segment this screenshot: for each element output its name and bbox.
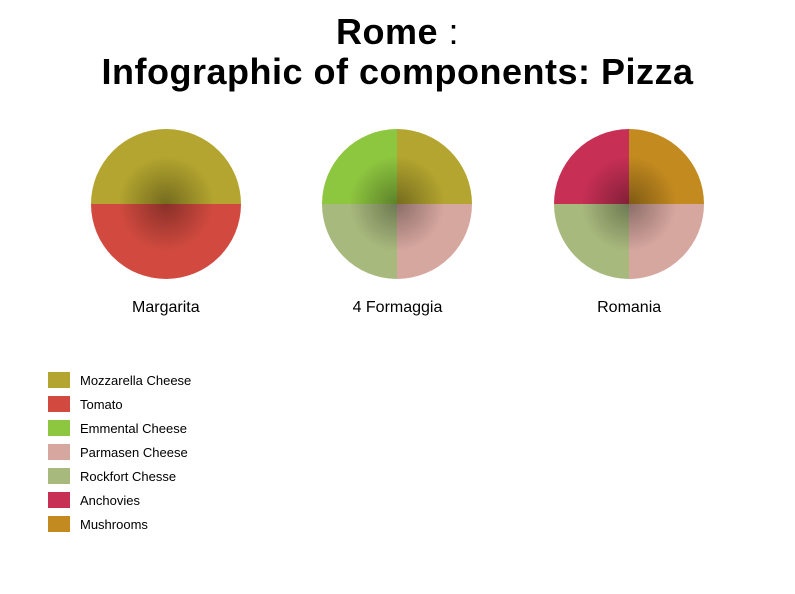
legend-swatch [48, 420, 70, 436]
legend-row-rockfort: Rockfort Chesse [48, 464, 191, 488]
pie-chart [554, 129, 704, 279]
pie-label: 4 Formaggia [353, 299, 443, 317]
pie-slice-rockfort [554, 204, 629, 279]
page-title: Rome : Infographic of components: Pizza [0, 0, 795, 91]
legend-swatch [48, 396, 70, 412]
pie-slice-parmesan [397, 204, 472, 279]
legend-swatch [48, 372, 70, 388]
pie-chart [91, 129, 241, 279]
legend-swatch [48, 516, 70, 532]
pie-slice-mozzarella [91, 129, 241, 204]
legend-row-parmesan: Parmasen Cheese [48, 440, 191, 464]
title-colon: : [438, 11, 459, 52]
pie-chart [322, 129, 472, 279]
legend-swatch [48, 492, 70, 508]
pie-slice-mushrooms [629, 129, 704, 204]
pie-label: Romania [597, 299, 661, 317]
pie-row: Margarita 4 Formaggia Romania [0, 129, 795, 317]
legend-label: Mushrooms [80, 517, 148, 532]
pie-column: Margarita [66, 129, 266, 317]
pie-slice-mozzarella [397, 129, 472, 204]
pie-column: Romania [529, 129, 729, 317]
legend-label: Tomato [80, 397, 123, 412]
legend: Mozzarella Cheese Tomato Emmental Cheese Pa… [48, 368, 191, 536]
pie-slice-emmental [322, 129, 397, 204]
legend-label: Rockfort Chesse [80, 469, 176, 484]
title-city: Rome [336, 11, 438, 52]
legend-swatch [48, 468, 70, 484]
legend-label: Parmasen Cheese [80, 445, 188, 460]
legend-row-mushrooms: Mushrooms [48, 512, 191, 536]
pie-slice-parmesan [629, 204, 704, 279]
legend-label: Anchovies [80, 493, 140, 508]
pie-slice-anchovies [554, 129, 629, 204]
legend-row-emmental: Emmental Cheese [48, 416, 191, 440]
pie-column: 4 Formaggia [297, 129, 497, 317]
title-subtitle: Infographic of components: Pizza [0, 52, 795, 92]
legend-row-tomato: Tomato [48, 392, 191, 416]
pie-slice-tomato [91, 204, 241, 279]
legend-label: Mozzarella Cheese [80, 373, 191, 388]
pie-slice-rockfort [322, 204, 397, 279]
legend-row-mozzarella: Mozzarella Cheese [48, 368, 191, 392]
legend-row-anchovies: Anchovies [48, 488, 191, 512]
legend-label: Emmental Cheese [80, 421, 187, 436]
pie-label: Margarita [132, 299, 200, 317]
legend-swatch [48, 444, 70, 460]
